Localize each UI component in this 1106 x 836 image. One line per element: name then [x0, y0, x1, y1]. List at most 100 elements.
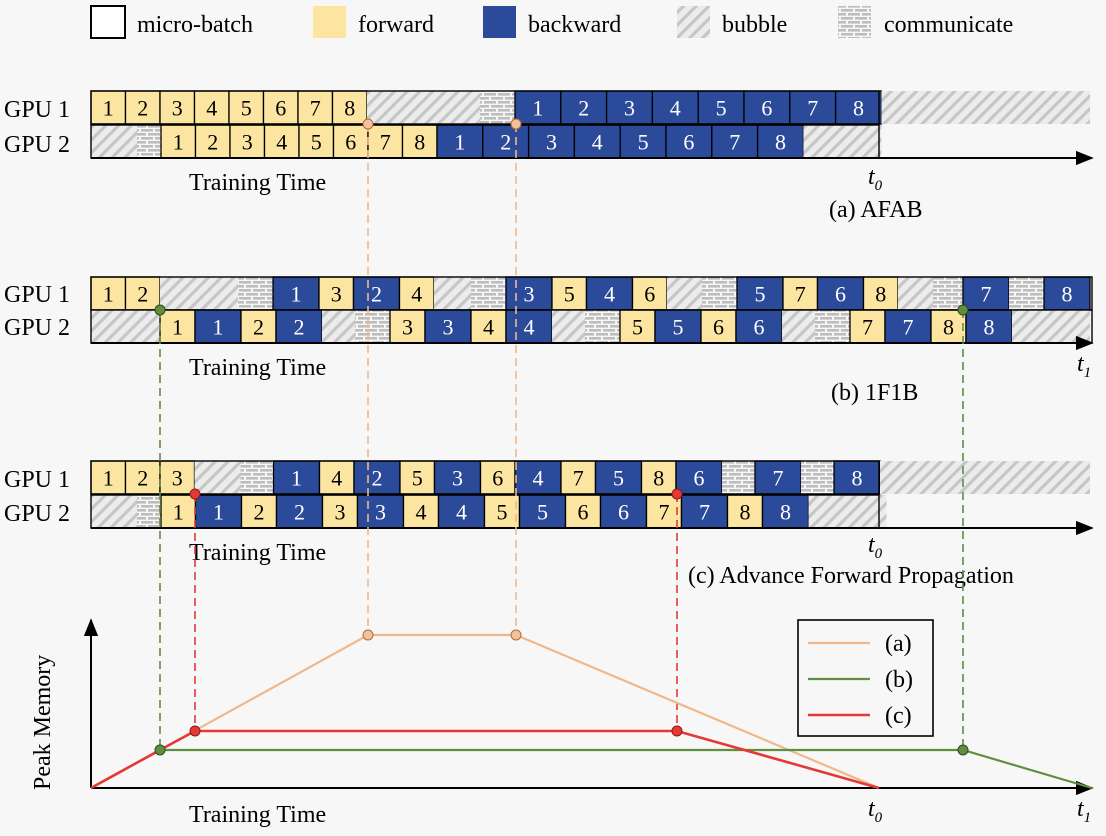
memory-point-c-1 — [189, 725, 201, 737]
gpu2-forward-4-label: 4 — [483, 315, 494, 340]
gpu2-backward-8-label: 8 — [775, 130, 786, 155]
gpu2-bubble — [91, 310, 160, 343]
gpu1-label: GPU 1 — [4, 282, 70, 308]
gpu1-communicate — [238, 277, 273, 310]
gpu2-label: GPU 2 — [4, 315, 70, 341]
gpu1-communicate — [801, 461, 834, 494]
gpu1-bubble — [880, 461, 1090, 494]
gpu1-backward-7-label: 7 — [807, 96, 818, 121]
gpu1-forward-8 — [331, 90, 368, 125]
gpu2-bubble — [91, 495, 137, 528]
gpu1-forward-8-label: 8 — [344, 96, 355, 121]
gpu2-forward-3-label: 3 — [335, 500, 346, 525]
gpu2-forward-1-label: 1 — [172, 315, 183, 340]
legend-swatch-backward — [483, 6, 516, 38]
gpu2-forward-8-label: 8 — [740, 500, 751, 525]
gpu1-backward-8 — [1043, 276, 1091, 311]
gpu2-backward-8-label: 8 — [780, 500, 791, 525]
gpu1-label: GPU 1 — [4, 467, 70, 493]
gpu2-backward-6-label: 6 — [754, 315, 765, 340]
memory-legend-label-b: (b) — [885, 667, 913, 693]
gpu1-forward-3 — [318, 276, 355, 311]
memory-point-a-2 — [510, 629, 522, 641]
gpu2-forward-1-label: 1 — [173, 500, 184, 525]
1f1b-marker-1 — [154, 304, 166, 316]
gpu1-backward-8-label: 8 — [853, 96, 864, 121]
gpu2-bubble — [808, 495, 887, 528]
gpu2-backward-3 — [527, 124, 576, 159]
gpu1-backward-3-label: 3 — [624, 96, 635, 121]
gpu1-bubble — [194, 461, 241, 494]
legend-label-backward: backward — [528, 12, 621, 38]
gpu1-forward-4-label: 4 — [206, 96, 217, 121]
1f1b-caption: (b) 1F1B — [831, 380, 918, 406]
gpu1-row-border — [90, 460, 880, 495]
gpu1-bubble — [160, 277, 238, 310]
gpu2-forward-6-label: 6 — [345, 130, 356, 155]
memory-point-b-1 — [154, 744, 166, 756]
gpu2-bubble — [1012, 310, 1090, 343]
legend-label-micro-batch: micro-batch — [137, 12, 253, 38]
memory-x-label: Training Time — [189, 802, 326, 828]
legend-swatch-bubble — [677, 6, 710, 38]
gpu1-backward-1-label: 1 — [532, 96, 543, 121]
gpu2-backward-2-label: 2 — [500, 130, 511, 155]
advance-forward-marker-2 — [671, 488, 683, 500]
peak-memory-plot: Peak Memory Training Time t0 t1 (a) (b) … — [30, 618, 1094, 828]
legend-swatch-communicate — [838, 6, 871, 38]
legend-label-forward: forward — [358, 12, 434, 38]
gpu1-backward-6-label: 6 — [761, 96, 772, 121]
legend-swatch-forward — [313, 6, 346, 38]
gpu1-backward-5-label: 5 — [716, 96, 727, 121]
gpu2-forward-2-label: 2 — [254, 500, 265, 525]
gpu2-forward-5-label: 5 — [497, 500, 508, 525]
advance-forward-axis-label: Training Time — [189, 540, 326, 566]
gpu2-forward-8-label: 8 — [414, 130, 425, 155]
gpu2-backward-5-label: 5 — [638, 130, 649, 155]
gpu2-backward-2 — [275, 309, 323, 344]
gpu2-backward-8 — [756, 124, 805, 159]
memory-y-label: Peak Memory — [30, 655, 56, 790]
gpu1-forward-7-label: 7 — [573, 466, 584, 491]
gpu2-backward-1 — [194, 309, 242, 344]
gpu1-backward-6-label: 6 — [694, 466, 705, 491]
gpu2-communicate — [137, 495, 161, 528]
memory-point-a-1 — [362, 629, 374, 641]
gpu2-bubble — [803, 125, 882, 158]
gpu1-forward-6-label: 6 — [492, 466, 503, 491]
gpu1-backward-4 — [585, 276, 634, 311]
gpu1-backward-2-label: 2 — [578, 96, 589, 121]
gpu2-forward-5 — [483, 494, 521, 529]
memory-line-a — [90, 633, 880, 790]
gpu1-forward-5 — [399, 460, 436, 495]
afab-caption: (a) AFAB — [829, 197, 923, 223]
gpu2-backward-4-label: 4 — [524, 315, 535, 340]
gpu2-bubble — [552, 310, 585, 343]
gpu2-forward-7-label: 7 — [862, 315, 873, 340]
gpu2-bubble — [91, 125, 137, 158]
gpu2-backward-1-label: 1 — [213, 315, 224, 340]
gpu1-forward-2-label: 2 — [137, 96, 148, 121]
gpu2-forward-5-label: 5 — [632, 315, 643, 340]
gpu1-forward-4-label: 4 — [411, 282, 422, 307]
gpu1-communicate — [480, 91, 515, 124]
gpu2-forward-4 — [402, 494, 440, 529]
gpu2-backward-7-label: 7 — [699, 500, 710, 525]
afab-t0-label: t0 — [868, 164, 883, 194]
gpu2-communicate — [585, 310, 620, 343]
gpu2-forward-6-label: 6 — [713, 315, 724, 340]
memory-t0-label: t0 — [868, 796, 883, 826]
gpu1-forward-7 — [782, 276, 819, 311]
gpu2-forward-7-label: 7 — [659, 500, 670, 525]
gpu2-forward-2-label: 2 — [207, 130, 218, 155]
gpu2-backward-7 — [680, 494, 729, 529]
gpu2-forward-5-label: 5 — [311, 130, 322, 155]
gpu2-backward-3-label: 3 — [375, 500, 386, 525]
gpu2-backward-2-label: 2 — [294, 500, 305, 525]
gpu2-forward-3-label: 3 — [402, 315, 413, 340]
gpu1-backward-8-label: 8 — [1062, 282, 1073, 307]
gpu1-backward-3 — [505, 276, 553, 311]
gpu2-label: GPU 2 — [4, 132, 70, 158]
gpu1-backward-7-label: 7 — [773, 466, 784, 491]
